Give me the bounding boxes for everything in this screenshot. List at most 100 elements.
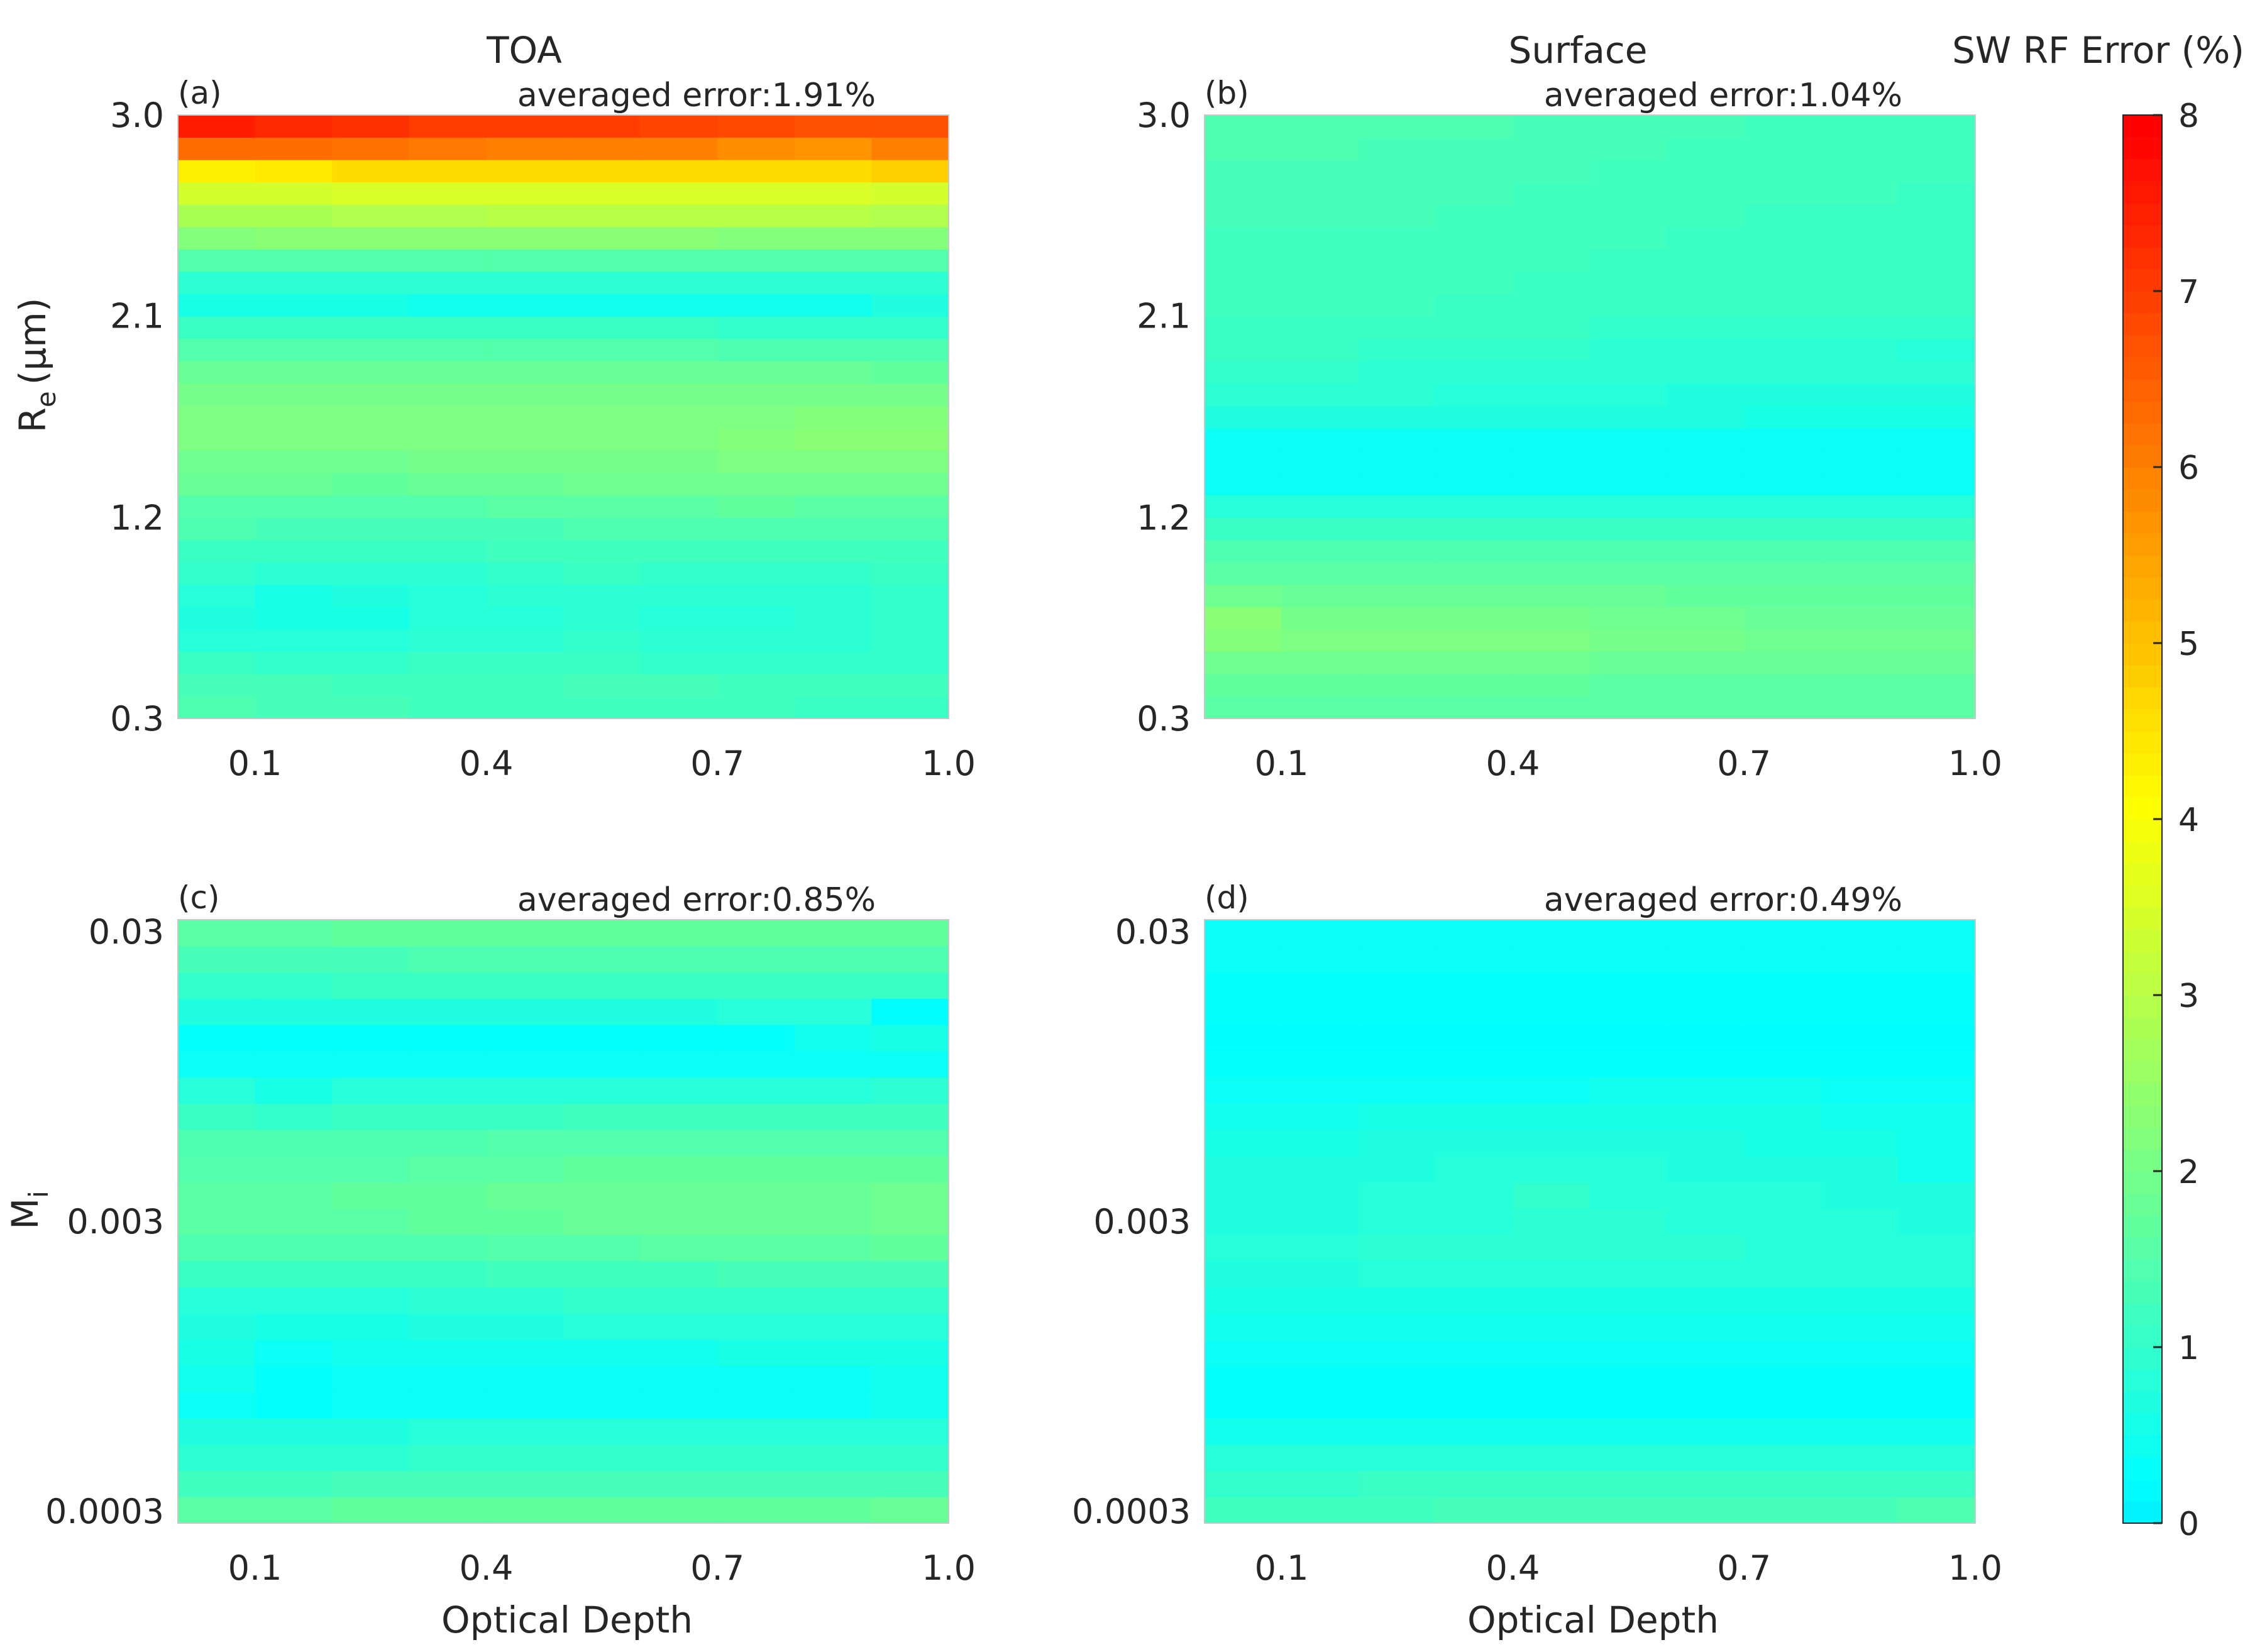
- heatmap-cell: [1898, 1182, 1976, 1209]
- heatmap-cell: [409, 226, 487, 250]
- heatmap-cell: [1821, 1024, 1899, 1052]
- heatmap-cell: [640, 517, 718, 541]
- heatmap-cell: [409, 1050, 487, 1078]
- heatmap-cell: [1513, 226, 1591, 250]
- heatmap-cell: [178, 495, 256, 518]
- heatmap-cell: [1898, 427, 1976, 451]
- heatmap-cell: [1898, 137, 1976, 160]
- heatmap-cell: [1744, 1339, 1822, 1367]
- heatmap-cell: [871, 271, 949, 295]
- heatmap-cell: [255, 1077, 333, 1104]
- heatmap-cell: [1205, 316, 1282, 339]
- heatmap-cell: [1513, 920, 1591, 947]
- heatmap-cell: [1821, 495, 1899, 518]
- heatmap-cell: [563, 1365, 641, 1392]
- heatmap-cell: [332, 1287, 410, 1314]
- heatmap-cell: [486, 1208, 564, 1235]
- heatmap-cell: [1281, 383, 1359, 406]
- heatmap-cell: [794, 1418, 872, 1445]
- heatmap-cell: [1205, 450, 1282, 473]
- heatmap-cell: [1281, 405, 1359, 429]
- colorbar-segment: [2123, 687, 2162, 710]
- heatmap-cell: [1205, 1365, 1282, 1392]
- heatmap-cell: [640, 204, 718, 228]
- heatmap-cell: [871, 1077, 949, 1104]
- heatmap-cell: [1667, 584, 1745, 607]
- x-tick-label: 0.4: [1486, 744, 1540, 783]
- colorbar-segment: [2123, 841, 2162, 864]
- heatmap-cell: [178, 1050, 256, 1078]
- heatmap-cell: [871, 427, 949, 451]
- heatmap-cell: [1667, 1050, 1745, 1078]
- heatmap-cell: [1435, 1129, 1513, 1157]
- heatmap-cell: [409, 1365, 487, 1392]
- heatmap-cell: [640, 673, 718, 697]
- heatmap-cell: [563, 651, 641, 675]
- colorbar-segment: [2123, 489, 2162, 512]
- heatmap-cell: [794, 539, 872, 563]
- heatmap-cell: [1205, 182, 1282, 205]
- heatmap-cell: [1359, 137, 1437, 160]
- heatmap-cell: [1898, 1155, 1976, 1182]
- heatmap-cell: [409, 427, 487, 451]
- y-tick-label: 0.003: [67, 1202, 164, 1242]
- heatmap-cell: [1667, 696, 1745, 719]
- heatmap-cell: [178, 249, 256, 272]
- heatmap-cell: [1744, 226, 1822, 250]
- heatmap-cell: [640, 1234, 718, 1262]
- heatmap-cell: [255, 539, 333, 563]
- heatmap-cell: [717, 271, 795, 295]
- heatmap-cell: [717, 450, 795, 473]
- heatmap-cell: [1359, 1313, 1437, 1340]
- heatmap-cell: [717, 562, 795, 585]
- heatmap-cell: [1667, 361, 1745, 384]
- heatmap-cell: [1821, 1208, 1899, 1235]
- heatmap-cell: [563, 405, 641, 429]
- heatmap-cell: [1590, 115, 1668, 138]
- heatmap-cell: [1513, 972, 1591, 999]
- heatmap-cell: [409, 539, 487, 563]
- heatmap-cell: [1281, 1050, 1359, 1078]
- heatmap-cell: [1667, 1077, 1745, 1104]
- heatmap-cell: [1435, 1260, 1513, 1287]
- heatmap-cell: [794, 427, 872, 451]
- heatmap-cell: [255, 160, 333, 183]
- heatmap-cell: [871, 383, 949, 406]
- heatmap-cell: [255, 607, 333, 630]
- heatmap-cell: [178, 182, 256, 205]
- heatmap-cell: [1590, 249, 1668, 272]
- heatmap-cell: [409, 160, 487, 183]
- heatmap-cell: [486, 450, 564, 473]
- heatmap-cell: [178, 204, 256, 228]
- heatmap-cell: [409, 1339, 487, 1367]
- heatmap-cell: [409, 1313, 487, 1340]
- heatmap-cell: [1281, 945, 1359, 973]
- heatmap-cell: [409, 137, 487, 160]
- heatmap-cell: [1744, 495, 1822, 518]
- heatmap-cell: [871, 1155, 949, 1182]
- heatmap-cell: [1205, 495, 1282, 518]
- heatmap-cell: [1359, 383, 1437, 406]
- heatmap-cell: [1205, 383, 1282, 406]
- heatmap-cell: [1205, 472, 1282, 496]
- heatmap-cell: [332, 1077, 410, 1104]
- heatmap-cell: [717, 294, 795, 317]
- heatmap-cell: [1667, 945, 1745, 973]
- heatmap-cell: [1590, 1470, 1668, 1497]
- colorbar-segment: [2123, 1303, 2162, 1326]
- colorbar-segment: [2123, 1127, 2162, 1150]
- heatmap-cell: [717, 1339, 795, 1367]
- heatmap-cell: [178, 427, 256, 451]
- panel-a: (a) averaged error:1.91% 0.3 1.2 2.1 3.0 0.1 0.…: [110, 75, 976, 783]
- heatmap-cell: [563, 1313, 641, 1340]
- heatmap-cell: [1435, 1050, 1513, 1078]
- heatmap-cell: [1205, 427, 1282, 451]
- heatmap-cell: [1513, 271, 1591, 295]
- heatmap-cell: [1898, 920, 1976, 947]
- heatmap-cell: [1281, 294, 1359, 317]
- heatmap-cell: [871, 1339, 949, 1367]
- heatmap-cell: [1821, 517, 1899, 541]
- heatmap-cell: [178, 1155, 256, 1182]
- heatmap-cell: [178, 651, 256, 675]
- heatmap-cell: [332, 450, 410, 473]
